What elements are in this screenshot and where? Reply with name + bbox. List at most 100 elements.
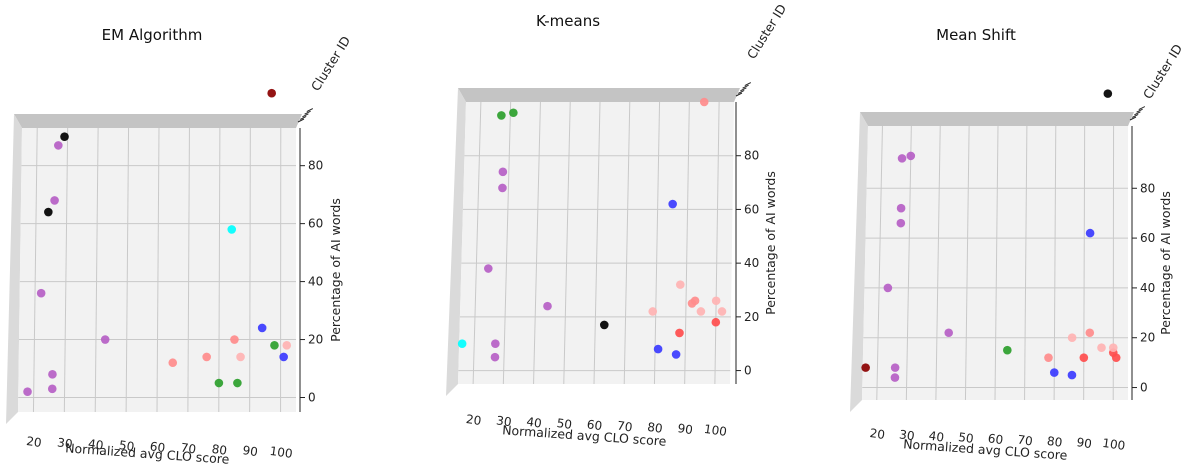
scatter-point [1067,370,1077,380]
x-tick-label: 30 [56,435,73,451]
z-axis-label: Cluster ID [1140,41,1185,101]
x-tick-label: 90 [1076,435,1093,451]
scatter-point [1097,343,1106,352]
x-grid-line [533,101,541,385]
scatter-point [1044,353,1053,362]
scatter-point [484,264,493,273]
x-axis-label: Normalized avg CLO score [903,436,1068,462]
x-grid-line [653,101,661,385]
scatter-point [1103,89,1113,98]
x-tick-label: 20 [465,412,482,428]
z-tick-mark [302,113,309,118]
scatter-point [100,335,110,344]
z-tick-mark [299,115,307,120]
y-axis-label: Percentage of AI words [763,171,778,315]
x-grid-line [935,125,941,401]
y-tick-label: 20 [744,310,759,324]
scatter-point [282,341,292,350]
x-tick-label: 80 [1046,434,1063,450]
scatter-point [497,111,506,120]
x-grid-line [714,101,720,385]
scatter-point [1049,368,1059,377]
scatter-point [599,320,609,330]
y-tick-label: 40 [1140,281,1155,295]
scatter-point [890,363,900,372]
x-grid-line [502,101,512,385]
scatter-point [690,296,700,306]
scatter-point [717,307,727,316]
scatter-point [236,352,245,362]
x-grid-line [1024,125,1028,401]
y-tick-label: 0 [308,391,316,405]
x-grid-line [905,125,912,401]
x-tick-label: 90 [677,421,694,437]
x-tick-label: 40 [928,429,945,445]
scatter-point [861,363,870,372]
scatter-point [270,341,279,350]
x-tick-label: 50 [118,438,135,454]
x-tick-label: 40 [87,437,104,453]
x-grid-line [876,125,883,401]
x-grid-line [623,101,631,385]
scatter-point [498,167,508,177]
z-tick-mark [304,110,311,115]
scatter-point [1108,343,1118,352]
side-pane [850,112,868,412]
y-tick-label: 60 [1140,231,1155,245]
x-grid-line [32,127,38,413]
scatter-point [896,218,906,228]
x-tick-label: 60 [149,439,166,455]
y-tick-label: 80 [1140,181,1155,195]
y-tick-label: 0 [1140,381,1148,395]
z-tick-mark [306,108,314,113]
z-tick-mark [1134,111,1141,116]
x-tick-label: 30 [495,413,512,429]
x-tick-label: 20 [25,434,42,450]
scatter-point [498,183,507,193]
z-tick-mark [742,84,749,89]
scatter-point [44,207,53,217]
scatter-point [944,328,954,338]
x-grid-line [94,127,99,413]
top-pane [14,114,302,128]
x-tick-label: 60 [586,417,603,433]
z-tick-mark [737,89,745,94]
scatter-point [491,339,500,349]
scatter-point [60,132,69,141]
z-tick-mark [1136,108,1143,113]
chart-panel-2: Mean Shift 0 20 40 60 80 20 30 40 50 60 70 80 90 100 No… [850,26,1185,463]
z-tick-mark [735,92,743,97]
back-pane [18,128,296,412]
scatter-point [490,352,500,362]
x-grid-line [684,101,690,385]
x-tick-label: 100 [703,422,728,439]
scatter-point [711,296,721,306]
x-grid-line [472,101,482,385]
scatter-point [896,203,906,213]
z-tick-mark [297,118,305,123]
x-grid-line [125,127,130,413]
scatter-point [699,97,709,107]
scatter-point [1085,328,1095,338]
x-grid-line [63,127,69,413]
scatter-point [648,307,658,316]
y-tick-label: 60 [744,202,759,216]
scatter-point [257,323,267,333]
scatter-point [54,141,63,150]
x-tick-label: 40 [526,415,543,431]
scatter-point [36,288,46,298]
scatter-point [279,352,288,362]
x-grid-line [563,101,571,385]
z-axis-label: Cluster ID [744,1,789,61]
chart-panel-1: K-means 0 20 40 60 80 20 30 40 50 60 70 80 90 100 Norma… [446,1,789,449]
x-grid-line [593,101,601,385]
scatter-point [906,151,916,161]
back-pane [458,102,734,384]
x-tick-label: 30 [898,427,915,443]
chart-title: EM Algorithm [102,26,203,44]
top-pane [458,88,740,102]
x-axis-label: Normalized avg CLO score [65,440,230,464]
y-tick-label: 20 [1140,331,1155,345]
x-tick-label: 70 [1017,433,1034,449]
x-axis-label: Normalized avg CLO score [502,422,667,448]
